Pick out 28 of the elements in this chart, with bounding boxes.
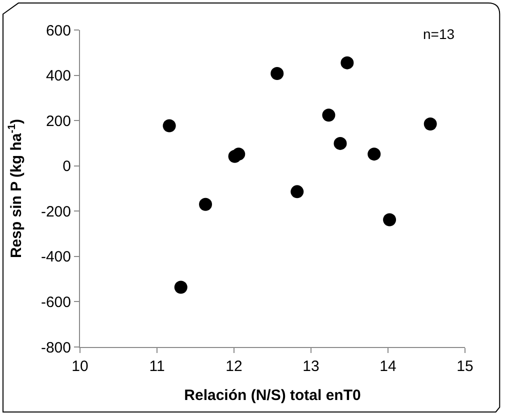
point [322,108,336,122]
x-tick-label: 12 [226,358,242,375]
y-tick-label: -400 [40,248,71,266]
point [270,66,284,80]
point [368,148,381,161]
x-tick-label: 15 [456,358,474,375]
y-tick-label: 0 [62,158,71,176]
y-tick-label: -600 [40,294,71,311]
point [290,185,304,198]
x-axis-title: Relación (N/S) total enT0 [184,387,361,404]
point [162,119,176,132]
x-tick-label: 13 [302,358,320,375]
y-tick-label: 600 [46,22,71,40]
y-tick-label: 400 [46,68,71,85]
point [340,56,354,70]
y-tick-label: -800 [40,339,71,356]
y-tick-label: -200 [40,203,71,220]
point [174,280,188,294]
point [383,213,396,226]
point [334,136,347,150]
y-tick-label: 200 [46,112,71,130]
annotation: n=13 [423,26,455,42]
point [232,148,246,161]
x-tick-label: 10 [72,358,88,375]
x-tick-label: 14 [380,358,396,375]
point [424,117,437,130]
x-tick-label: 11 [149,358,165,375]
point [199,198,212,211]
